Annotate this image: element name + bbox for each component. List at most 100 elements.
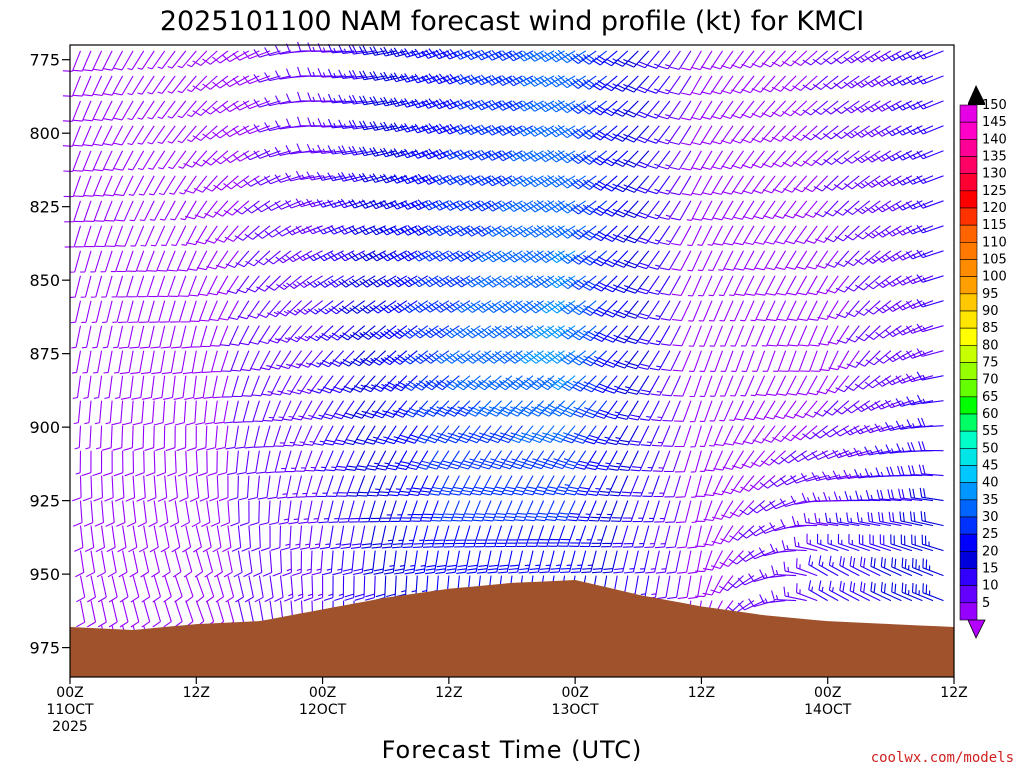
wind-barb — [593, 350, 618, 368]
wind-barb — [74, 225, 92, 248]
wind-barb — [604, 300, 629, 318]
wind-barb — [254, 575, 264, 603]
wind-barb — [535, 500, 555, 522]
colorbar-swatch — [959, 327, 978, 346]
wind-barb — [669, 125, 692, 145]
colorbar: 1501451401351301251201151101051009590858… — [959, 85, 1007, 639]
wind-barb — [750, 375, 766, 397]
wind-barb — [140, 550, 150, 578]
wind-barb — [130, 225, 145, 247]
wind-barb — [806, 533, 828, 552]
wind-barb — [713, 450, 734, 471]
wind-barb — [798, 325, 818, 347]
wind-barb — [507, 350, 534, 364]
wind-barb — [812, 125, 839, 140]
wind-barb — [360, 325, 387, 340]
wind-barb — [771, 75, 797, 92]
wind-barb — [113, 350, 124, 374]
wind-barb — [237, 300, 260, 320]
colorbar-level-label: 15 — [982, 562, 999, 577]
wind-barb — [466, 550, 481, 574]
wind-barb — [160, 200, 176, 221]
wind-barb — [690, 450, 702, 473]
wind-barb — [264, 122, 292, 132]
wind-barb — [111, 275, 124, 298]
wind-barb — [330, 525, 345, 550]
wind-barb — [909, 511, 934, 527]
wind-barb — [400, 174, 428, 185]
colorbar-level-label: 85 — [982, 321, 999, 336]
wind-barb — [345, 450, 366, 471]
wind-barb — [864, 446, 892, 456]
wind-barb — [404, 550, 418, 575]
wind-barb — [251, 375, 271, 397]
wind-barb — [486, 375, 513, 391]
wind-barb — [358, 172, 386, 183]
x-tick-label: 00Z — [561, 685, 588, 701]
wind-barb — [734, 250, 755, 271]
wind-barb — [793, 175, 818, 193]
wind-barb — [179, 475, 189, 502]
wind-barb — [512, 475, 534, 496]
wind-barb — [495, 525, 513, 548]
wind-barb — [828, 580, 850, 602]
wind-barb — [110, 250, 124, 273]
colorbar-top-arrow — [968, 85, 985, 105]
wind-barb — [157, 475, 168, 502]
wind-barb — [82, 475, 93, 502]
wind-barb — [157, 50, 176, 70]
wind-barb — [647, 150, 671, 169]
wind-barb — [84, 200, 103, 222]
wind-barb — [105, 500, 115, 527]
wind-barb — [916, 150, 944, 160]
wind-barb — [899, 511, 923, 527]
wind-barb — [731, 150, 755, 169]
wind-barb — [581, 225, 608, 241]
wind-barb — [792, 50, 818, 66]
wind-barb — [84, 525, 95, 552]
wind-barb — [496, 325, 523, 339]
wind-barb — [171, 525, 181, 553]
wind-barb — [731, 350, 745, 372]
wind-barb — [822, 75, 850, 90]
wind-barb — [658, 125, 681, 145]
wind-barb — [762, 350, 776, 372]
wind-barb — [517, 325, 544, 339]
wind-barb — [230, 350, 250, 372]
wind-barb — [775, 250, 797, 271]
wind-barb — [916, 274, 944, 283]
wind-barb — [588, 500, 608, 522]
wind-barb — [143, 400, 155, 426]
wind-barb — [822, 100, 850, 115]
y-tick-label: 850 — [29, 271, 60, 290]
wind-barb — [90, 275, 103, 298]
wind-barb — [92, 350, 103, 374]
wind-barb — [444, 375, 471, 391]
wind-barb — [709, 300, 724, 322]
wind-barb — [233, 400, 250, 423]
wind-barb — [103, 450, 113, 477]
wind-barb — [916, 100, 944, 110]
wind-barb — [849, 581, 871, 602]
wind-barb — [150, 325, 166, 349]
wind-barb — [636, 200, 660, 219]
wind-barb — [808, 580, 828, 602]
wind-barb — [211, 350, 229, 373]
wind-barb — [253, 150, 281, 159]
wind-barb — [438, 450, 460, 470]
wind-barb — [453, 124, 481, 135]
wind-barb — [301, 400, 324, 420]
wind-barb — [636, 100, 660, 119]
wind-barb — [160, 325, 176, 349]
wind-barb — [864, 150, 892, 163]
wind-barb — [570, 275, 597, 290]
colorbar-swatch — [959, 293, 978, 312]
wind-barb — [720, 350, 734, 372]
wind-barb — [350, 350, 376, 367]
wind-barb — [226, 450, 239, 476]
wind-barb — [754, 250, 776, 271]
wind-barb — [507, 375, 534, 391]
wind-barb — [412, 350, 439, 365]
wind-barb — [445, 550, 460, 575]
